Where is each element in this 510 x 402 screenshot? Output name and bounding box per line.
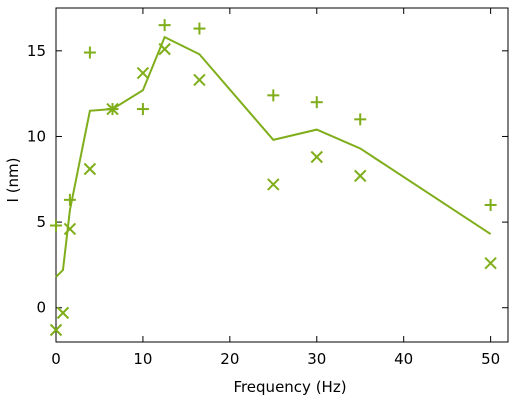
y-tick-label: 15 xyxy=(27,42,46,60)
plot-frame xyxy=(55,7,509,343)
x-axis-label: Frequency (Hz) xyxy=(233,378,346,396)
plus-marker-point xyxy=(63,193,76,206)
cross-marker-point xyxy=(193,73,206,87)
series-layer xyxy=(49,19,497,337)
plus-marker-point xyxy=(354,113,367,126)
plus-marker-point xyxy=(158,19,171,32)
y-tick-label: 10 xyxy=(27,127,46,145)
x-tick-label: 30 xyxy=(307,350,326,368)
x-tick-label: 50 xyxy=(481,350,500,368)
plus-marker-point xyxy=(50,219,62,232)
cross-marker-point xyxy=(158,42,171,56)
plus-marker-point xyxy=(83,46,96,59)
plus-marker-point xyxy=(136,103,149,116)
cross-marker-point xyxy=(354,169,367,183)
cross-marker-point xyxy=(484,257,497,270)
x-tick-label: 10 xyxy=(133,350,152,368)
cross-marker-point xyxy=(310,150,323,164)
plus-marker-point xyxy=(484,198,497,211)
x-tick-label: 40 xyxy=(394,350,413,368)
cross-marker-point xyxy=(63,222,77,236)
cross-marker-point xyxy=(267,178,280,191)
cross-marker-point xyxy=(56,306,70,320)
axis-ticks: 0 10 20 30 40 50 0 5 10 15 xyxy=(27,8,508,368)
cross-marker-point xyxy=(136,66,150,80)
plus-marker-point xyxy=(310,96,323,109)
y-tick-label: 0 xyxy=(36,299,46,317)
cross-marker-point xyxy=(49,323,63,337)
plus-marker-point xyxy=(267,89,280,102)
x-tick-label: 0 xyxy=(51,350,61,368)
cross-marker-point xyxy=(83,162,97,176)
y-tick-label: 5 xyxy=(36,213,46,231)
model-line xyxy=(55,35,492,278)
y-axis-label: I (nm) xyxy=(4,157,22,202)
plus-marker-point xyxy=(193,22,206,35)
x-tick-label: 20 xyxy=(220,350,239,368)
cross-marker-point xyxy=(106,102,119,116)
